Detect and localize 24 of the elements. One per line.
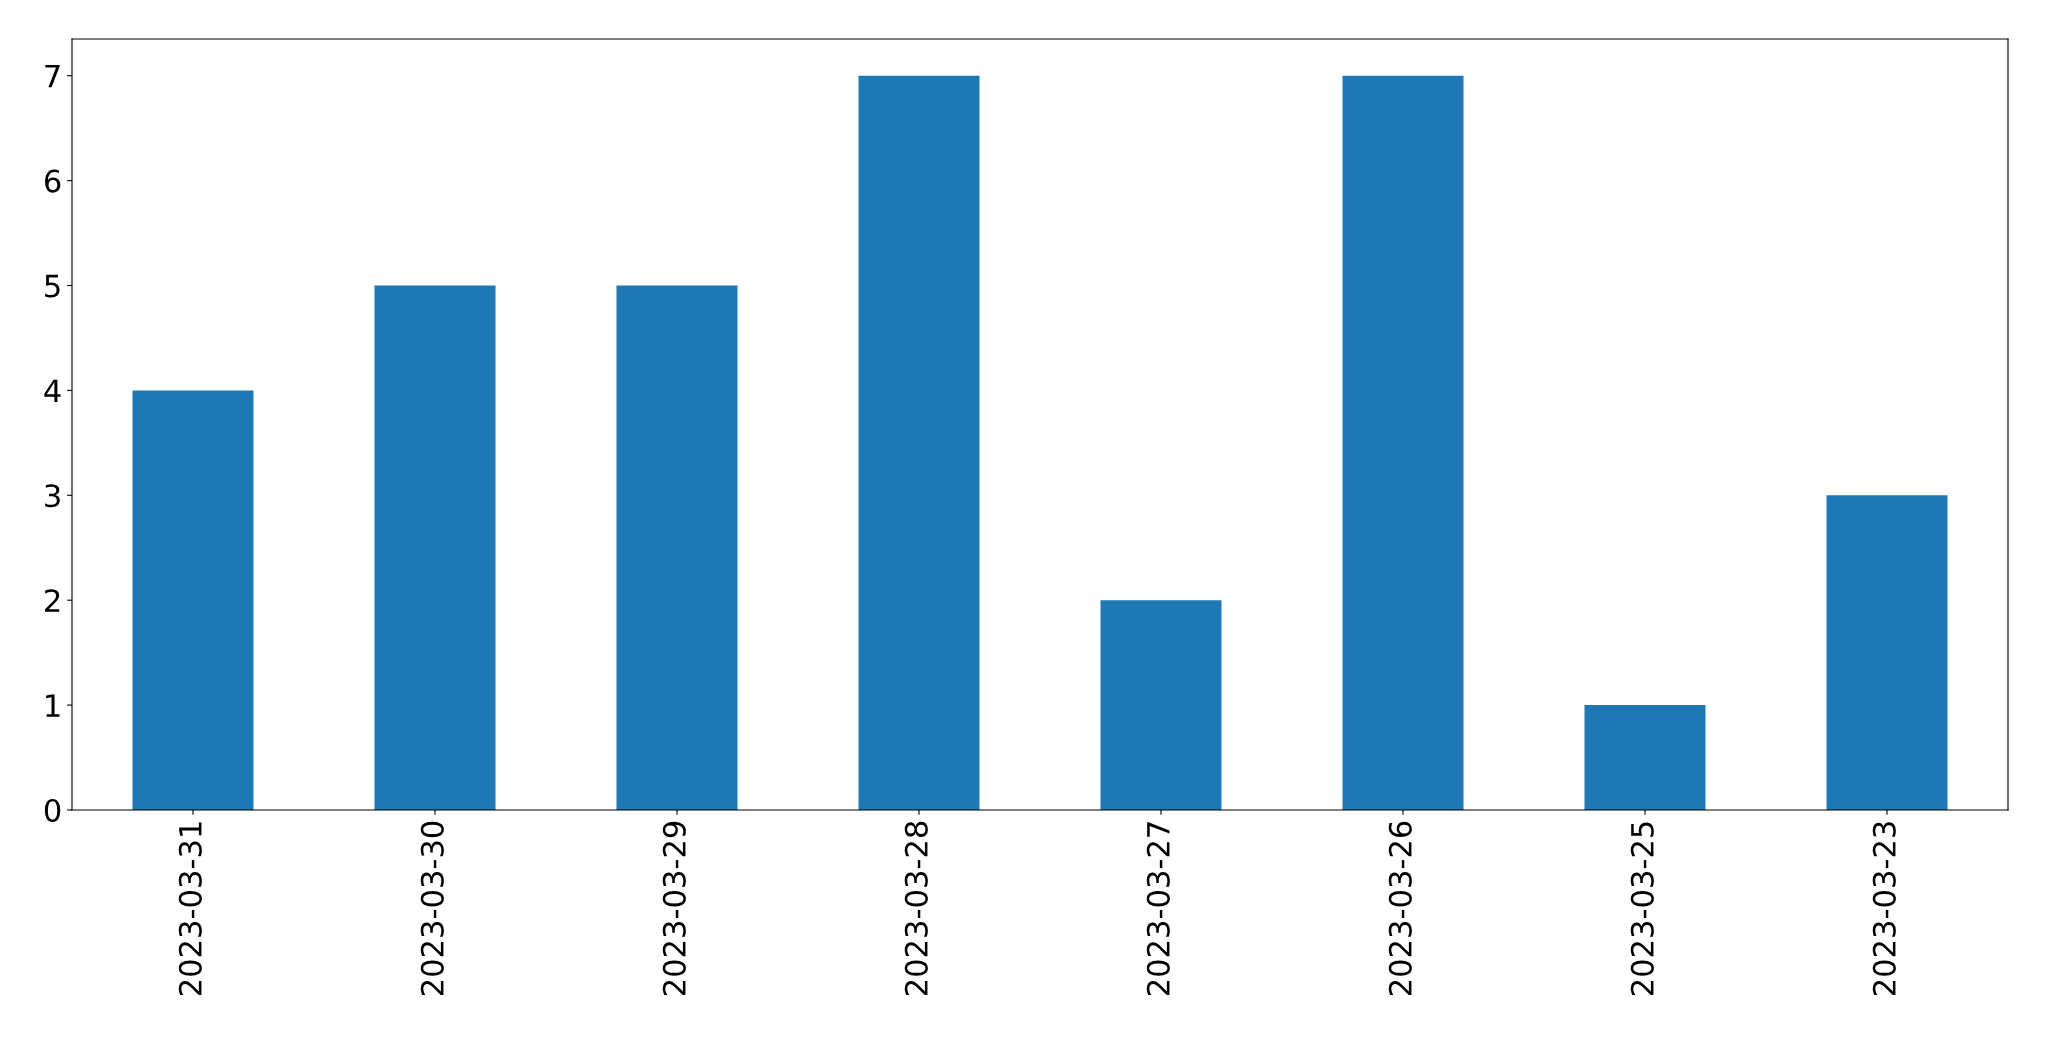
y-tick-label: 4: [44, 379, 61, 403]
y-tick-label: 7: [45, 65, 60, 88]
y-tick-label: 3: [45, 484, 60, 508]
x-tick-label: 2023-03-28: [904, 821, 928, 996]
x-tick-label: 2023-03-25: [1630, 822, 1654, 996]
y-tick-label: 1: [46, 694, 60, 717]
x-tick-label: 2023-03-31: [178, 822, 202, 996]
y-tick-label: 6: [44, 169, 61, 193]
bar: [374, 285, 496, 810]
y-tick-label: 0: [44, 798, 61, 823]
x-tick-label: 2023-03-29: [662, 821, 686, 996]
x-tick-label: 2023-03-30: [420, 821, 444, 996]
x-tick-label: 2023-03-23: [1872, 822, 1896, 996]
bar: [1342, 75, 1464, 810]
bar: [132, 390, 254, 810]
y-tick-label: 5: [45, 274, 60, 298]
bar: [1100, 600, 1222, 810]
bar: [858, 75, 980, 810]
x-tick-label: 2023-03-27: [1146, 822, 1170, 996]
bar: [1826, 495, 1948, 810]
y-tick-label: 2: [45, 589, 60, 612]
bar: [616, 285, 738, 810]
bar: [1584, 705, 1706, 810]
x-tick-label: 2023-03-26: [1388, 821, 1412, 996]
